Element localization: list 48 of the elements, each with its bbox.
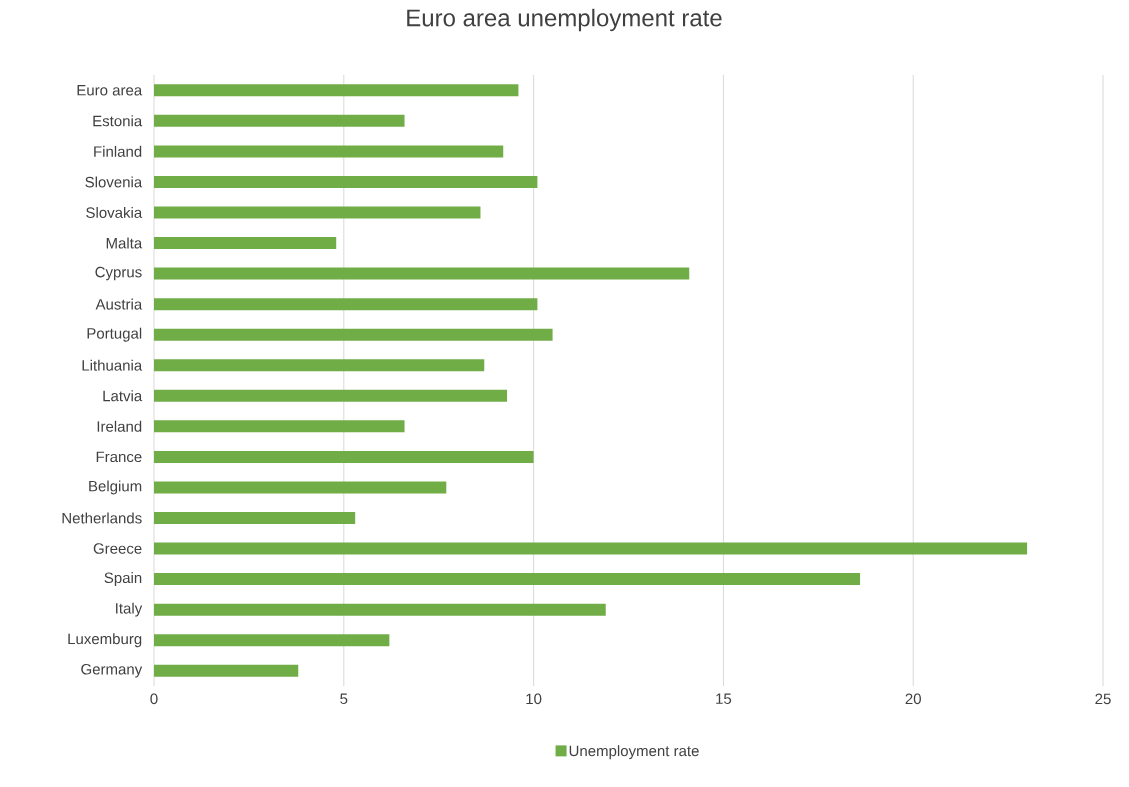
y-tick-label: Spain: [104, 572, 142, 587]
y-tick-label: Slovakia: [86, 206, 143, 218]
legend-label: Unemployment rate: [569, 745, 699, 760]
x-tick-label: 0: [150, 693, 158, 705]
y-tick-label: Netherlands: [62, 512, 142, 524]
y-tick-label: Cyprus: [95, 266, 142, 281]
y-tick-label: Ireland: [97, 420, 142, 432]
y-tick-label: Estonia: [93, 115, 143, 127]
y-tick-label: Malta: [106, 237, 143, 249]
y-tick-label: Italy: [116, 602, 143, 617]
y-tick-label: Finland: [94, 145, 142, 157]
chart-title: Euro area unemployment rate: [407, 8, 722, 32]
bar: [154, 114, 405, 127]
bar: [154, 359, 485, 372]
y-tick-label: Luxemburg: [68, 633, 142, 648]
bar: [154, 84, 519, 97]
x-tick-label: 15: [716, 693, 732, 704]
x-tick-label: 20: [905, 693, 921, 705]
bar: [154, 450, 534, 463]
bar: [154, 573, 861, 586]
bar: [154, 603, 606, 616]
bar: [154, 206, 481, 219]
y-tick-label: Lithuania: [82, 359, 143, 371]
y-tick-label: Euro area: [77, 85, 143, 96]
bar: [154, 237, 337, 250]
bar: [154, 389, 508, 402]
bar: [154, 328, 553, 341]
bar: [154, 511, 356, 524]
bar: [154, 634, 390, 647]
bar: [154, 145, 504, 158]
y-tick-label: Slovenia: [85, 176, 143, 188]
bar: [154, 481, 447, 494]
x-tick-label: 10: [526, 693, 542, 705]
y-tick-label: Belgium: [89, 480, 142, 495]
x-tick-label: 25: [1095, 693, 1111, 705]
x-tick-label: 5: [340, 693, 348, 704]
y-tick-label: Germany: [81, 663, 143, 678]
bar: [154, 664, 299, 677]
bar: [154, 420, 405, 433]
bar: [154, 298, 538, 311]
y-tick-label: France: [96, 451, 142, 463]
y-tick-label: Greece: [93, 543, 142, 554]
y-tick-label: Austria: [95, 298, 143, 310]
bar: [154, 542, 1028, 555]
y-tick-label: Latvia: [103, 390, 143, 402]
y-tick-label: Portugal: [87, 327, 142, 342]
bar: [154, 175, 538, 188]
bar: [154, 267, 690, 280]
